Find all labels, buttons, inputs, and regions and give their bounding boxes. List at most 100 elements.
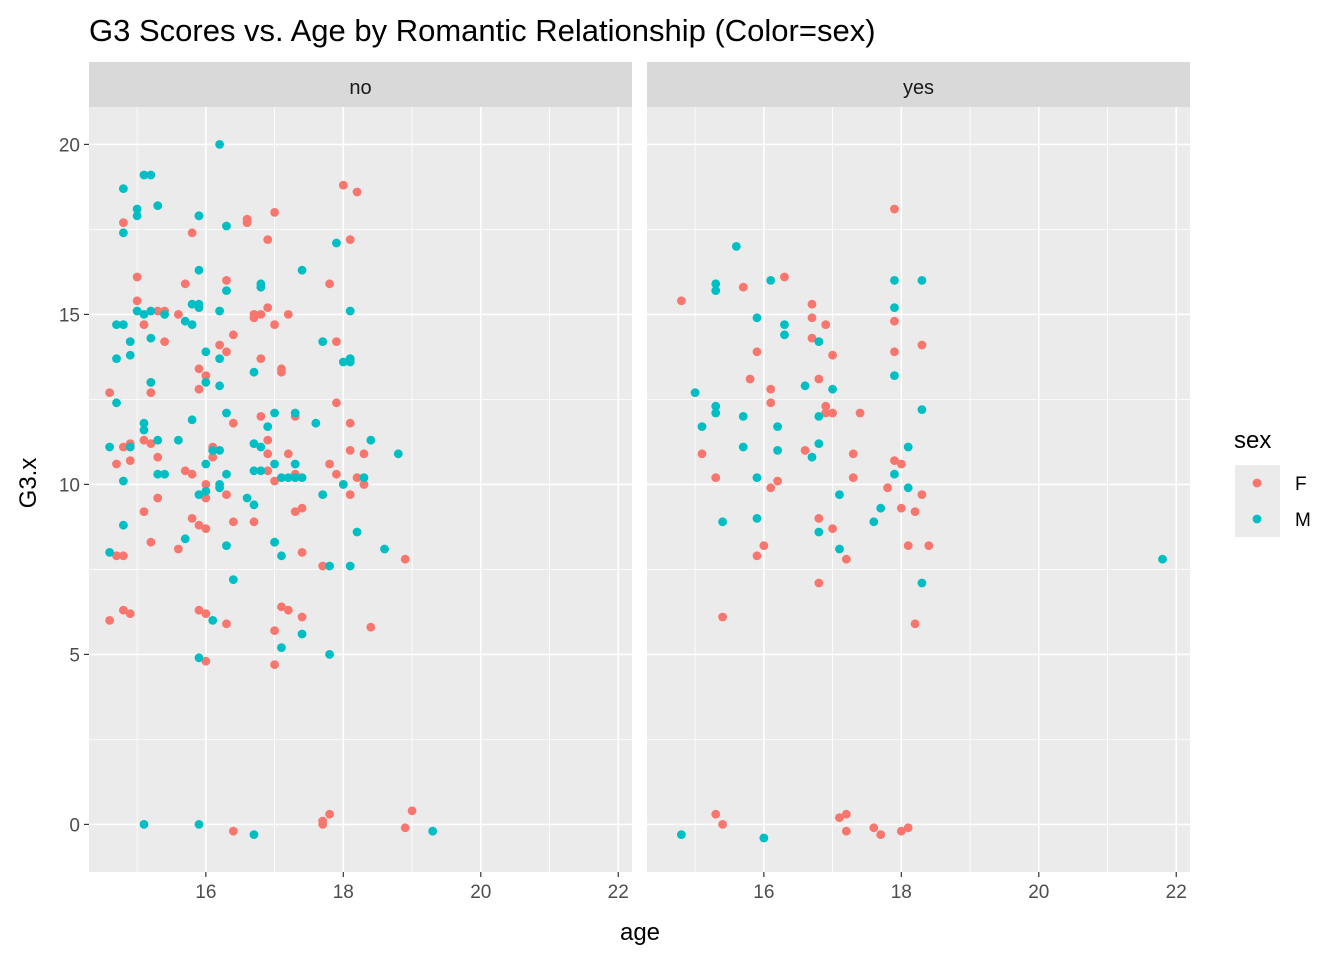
scatter-point: [208, 616, 218, 625]
x-tick-label: 22: [608, 882, 629, 903]
scatter-point: [869, 823, 879, 833]
scatter-point: [215, 483, 224, 493]
scatter-point: [194, 820, 204, 829]
scatter-point: [400, 823, 410, 833]
scatter-point: [828, 384, 837, 394]
scatter-point: [256, 412, 266, 421]
scatter-point: [283, 449, 293, 459]
scatter-point: [752, 514, 762, 523]
scatter-point: [132, 204, 142, 214]
x-tick-label: 22: [1166, 882, 1187, 903]
scatter-point: [718, 517, 728, 527]
scatter-point: [118, 442, 128, 452]
scatter-point: [869, 517, 879, 527]
scatter-point: [215, 446, 224, 455]
scatter-point: [890, 276, 899, 285]
scatter-point: [132, 272, 142, 282]
scatter-point: [187, 469, 197, 479]
scatter-point: [917, 340, 927, 350]
scatter-point: [690, 388, 700, 397]
scatter-point: [738, 282, 748, 292]
scatter-point: [201, 486, 211, 496]
scatter-point: [752, 313, 762, 323]
scatter-point: [345, 235, 355, 245]
scatter-point: [201, 656, 211, 666]
scatter-point: [270, 459, 279, 469]
scatter-point: [270, 626, 279, 635]
scatter-point: [194, 653, 204, 663]
chart-title: G3 Scores vs. Age by Romantic Relationsh…: [89, 13, 876, 48]
scatter-point: [201, 609, 211, 618]
scatter-point: [828, 408, 837, 418]
scatter-point: [359, 449, 369, 459]
scatter-point: [903, 483, 913, 493]
scatter-point: [332, 469, 341, 479]
scatter-point: [780, 272, 789, 282]
scatter-point: [400, 554, 410, 564]
scatter-point: [807, 333, 817, 343]
scatter-point: [153, 452, 163, 462]
series-F: [105, 180, 417, 836]
scatter-point: [318, 337, 328, 346]
scatter-point: [352, 187, 362, 197]
scatter-point: [711, 473, 721, 482]
scatter-point: [890, 456, 899, 465]
scatter-point: [222, 619, 231, 629]
scatter-point: [297, 265, 307, 275]
scatter-point: [263, 435, 273, 445]
scatter-point: [821, 408, 831, 418]
scatter-point: [903, 823, 913, 833]
scatter-point: [1158, 554, 1167, 564]
scatter-point: [249, 313, 259, 323]
scatter-point: [841, 809, 851, 819]
scatter-point: [890, 303, 899, 312]
scatter-point: [105, 548, 115, 557]
scatter-point: [711, 401, 721, 411]
scatter-point: [256, 354, 266, 363]
scatter-point: [139, 310, 149, 319]
scatter-point: [201, 347, 211, 357]
scatter-point: [112, 320, 121, 329]
scatter-point: [187, 514, 197, 523]
scatter-point: [297, 503, 307, 513]
scatter-point: [773, 422, 782, 431]
scatter-point: [917, 490, 927, 499]
scatter-point: [118, 320, 128, 329]
scatter-point: [345, 446, 355, 455]
scatter-point: [153, 435, 163, 445]
scatter-point: [814, 514, 824, 523]
scatter-point: [160, 337, 170, 346]
scatter-point: [325, 650, 334, 659]
scatter-point: [194, 299, 204, 309]
scatter-point: [215, 140, 224, 149]
scatter-point: [325, 459, 334, 469]
scatter-point: [139, 507, 149, 516]
scatter-point: [194, 265, 204, 275]
scatter-point: [263, 303, 273, 312]
scatter-point: [283, 473, 293, 482]
scatter-point: [352, 473, 362, 482]
scatter-point: [256, 279, 266, 289]
scatter-point: [380, 544, 389, 554]
scatter-point: [249, 466, 259, 476]
scatter-point: [345, 490, 355, 499]
legend-key-swatch: [1252, 478, 1262, 488]
scatter-point: [118, 551, 128, 561]
scatter-point: [173, 435, 183, 445]
scatter-point: [318, 490, 328, 499]
scatter-point: [270, 208, 279, 217]
scatter-point: [139, 435, 149, 445]
scatter-point: [118, 605, 128, 615]
scatter-point: [146, 333, 156, 343]
facet-panel-yes: yes 16 18 20 22: [647, 62, 1190, 903]
scatter-point: [112, 354, 121, 363]
scatter-point: [338, 480, 348, 489]
scatter-point: [125, 456, 135, 465]
scatter-point: [814, 412, 824, 421]
scatter-point: [215, 354, 224, 363]
scatter-point: [814, 527, 824, 537]
scatter-point: [366, 435, 376, 445]
scatter-point: [112, 398, 121, 408]
scatter-point: [146, 378, 156, 387]
